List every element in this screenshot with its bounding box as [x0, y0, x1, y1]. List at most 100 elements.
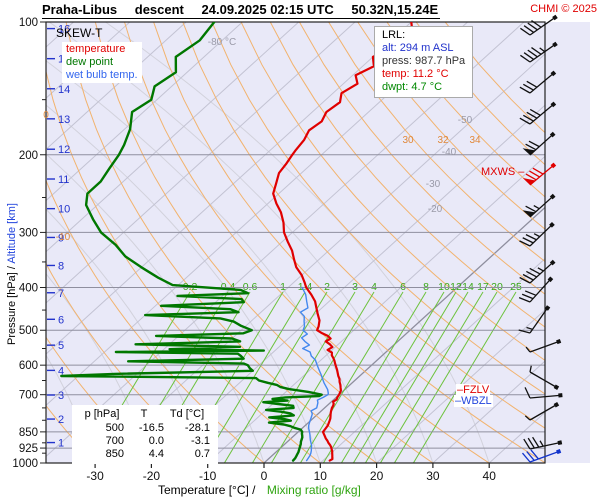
svg-text:13: 13 — [58, 114, 70, 126]
svg-text:4: 4 — [58, 365, 64, 377]
pressure-tick-label: 400 — [19, 283, 38, 295]
isotherm-label: -40 — [442, 147, 457, 158]
sounding-datetime: 24.09.2025 02:15 UTC — [201, 2, 334, 17]
pressure-tick-label: 100 — [19, 17, 38, 29]
svg-text:3: 3 — [352, 281, 358, 293]
svg-text:8: 8 — [58, 260, 64, 272]
sounding-curves — [60, 22, 414, 462]
wind-barb-column — [518, 14, 563, 463]
svg-text:14: 14 — [462, 281, 474, 293]
wind-barb — [524, 402, 560, 421]
temperature-tick-label: 10 — [314, 469, 328, 483]
y-axis-title: Pressure [hPa] / Altitude [km] — [6, 203, 18, 345]
pressure-tick-label: 850 — [19, 427, 38, 439]
wind-barb — [520, 14, 558, 36]
page-title: Praha-Libus descent 24.09.2025 02:15 UTC… — [42, 2, 441, 19]
svg-text:2: 2 — [324, 281, 330, 293]
temperature-tick-label: -30 — [86, 469, 104, 483]
freezing-level-label: –FZLV — [456, 384, 491, 396]
temperature-tick-label: -20 — [143, 469, 161, 483]
dry-adiabat-label: 30 — [402, 135, 414, 146]
svg-text:4: 4 — [371, 281, 377, 293]
wind-barb — [519, 101, 557, 125]
svg-text:25: 25 — [510, 281, 522, 293]
wind-barb — [522, 131, 556, 156]
table-row: 500 -16.5 -28.1 — [105, 422, 210, 434]
temperature-tick-label: -10 — [199, 469, 217, 483]
pressure-tick-label: 600 — [19, 360, 38, 372]
svg-text:12: 12 — [450, 281, 462, 293]
levels-table: p [hPa] T Td [°C] 500 -16.5 -28.1 700 0.… — [72, 405, 218, 464]
wind-barb — [519, 70, 557, 94]
station-coords: 50.32N,15.24E — [351, 2, 439, 17]
svg-text:1: 1 — [280, 281, 286, 293]
wind-barb — [529, 365, 560, 390]
temperature-curve — [272, 22, 414, 462]
svg-text:8: 8 — [423, 281, 429, 293]
pressure-tick-label: 925 — [19, 443, 38, 455]
svg-text:12: 12 — [58, 144, 70, 156]
x-axis-title: Temperature [°C] / Mixing ratio [g/kg] — [158, 483, 361, 497]
wet-bulb-zero-label: –WBZL — [454, 395, 493, 407]
info-altitude: alt: 294 m ASL — [382, 42, 454, 54]
wind-barb — [518, 305, 551, 334]
svg-text:0.6: 0.6 — [243, 281, 258, 293]
diagram-type-label: SKEW-T — [56, 26, 103, 40]
pressure-tick-label: 300 — [19, 227, 38, 239]
info-title: LRL: — [382, 29, 406, 41]
dry-adiabat-label: 0 — [43, 110, 49, 121]
wind-barb — [522, 162, 557, 186]
temperature-tick-label: 20 — [370, 469, 384, 483]
svg-text:1: 1 — [58, 438, 64, 450]
info-pressure: press: 987.7 hPa — [382, 55, 466, 67]
svg-text:0.4: 0.4 — [221, 281, 236, 293]
isotherm-label: -20 — [428, 204, 443, 215]
wind-barb — [522, 193, 556, 218]
wind-barb — [520, 41, 558, 63]
pressure-tick-label: 1000 — [12, 458, 38, 470]
svg-text:3: 3 — [58, 390, 64, 402]
table-header-temp: T — [140, 408, 148, 420]
pressure-axis-label: Pressure [hPa] — [6, 272, 18, 345]
station-name: Praha-Libus — [42, 2, 118, 17]
svg-text:20: 20 — [491, 281, 503, 293]
altitude-axis-label: Altitude [km] — [6, 203, 18, 264]
legend-temperature: temperature — [66, 43, 126, 55]
curve-legend: SKEW-T temperature dew point wet bulb te… — [56, 26, 142, 83]
table-header-pressure: p [hPa] — [84, 408, 120, 420]
svg-text:14: 14 — [58, 84, 70, 96]
pressure-tick-label: 200 — [19, 150, 38, 162]
table-header-dewpoint: Td [°C] — [169, 408, 205, 420]
wind-barb — [521, 449, 562, 463]
copyright-notice: CHMI © 2025 — [530, 3, 597, 15]
pressure-tick-label: 700 — [19, 390, 38, 402]
mixing-ratio-axis-label: Mixing ratio [g/kg] — [266, 483, 361, 497]
dry-adiabat-label: 34 — [469, 135, 481, 146]
table-row: 850 4.4 0.7 — [105, 448, 210, 460]
svg-text:6: 6 — [58, 314, 64, 326]
svg-text:9: 9 — [58, 232, 64, 244]
temperature-tick-label: 0 — [261, 469, 268, 483]
dry-adiabat-label: -10 — [56, 232, 71, 243]
wet-bulb-curve — [299, 286, 329, 462]
max-wind-level-label: MXWS – — [481, 166, 525, 178]
svg-text:5: 5 — [58, 340, 64, 352]
wind-barb — [519, 259, 556, 284]
legend-wet-bulb: wet bulb temp. — [66, 69, 138, 81]
svg-text:10: 10 — [438, 281, 450, 293]
table-row: 700 0.0 -3.1 — [105, 435, 210, 447]
temperature-tick-label: 30 — [426, 469, 440, 483]
isotherm-label: -50 — [458, 115, 473, 126]
isotherm-label: -30 — [426, 179, 441, 190]
pressure-tick-label: 500 — [19, 325, 38, 337]
wind-barb — [523, 436, 563, 450]
wind-barb — [524, 387, 563, 399]
mixing-ratio-lines: 0.2 0.4 0.6 1 1.4 2 3 4 6 8 10 12 14 17 20 25 — [183, 281, 522, 293]
legend-dew-point: dew point — [66, 56, 114, 68]
dry-adiabat-label: 32 — [437, 135, 449, 146]
wind-barb — [519, 221, 555, 247]
svg-text:7: 7 — [58, 288, 64, 300]
svg-text:11: 11 — [58, 174, 69, 186]
svg-text:16: 16 — [58, 24, 70, 36]
